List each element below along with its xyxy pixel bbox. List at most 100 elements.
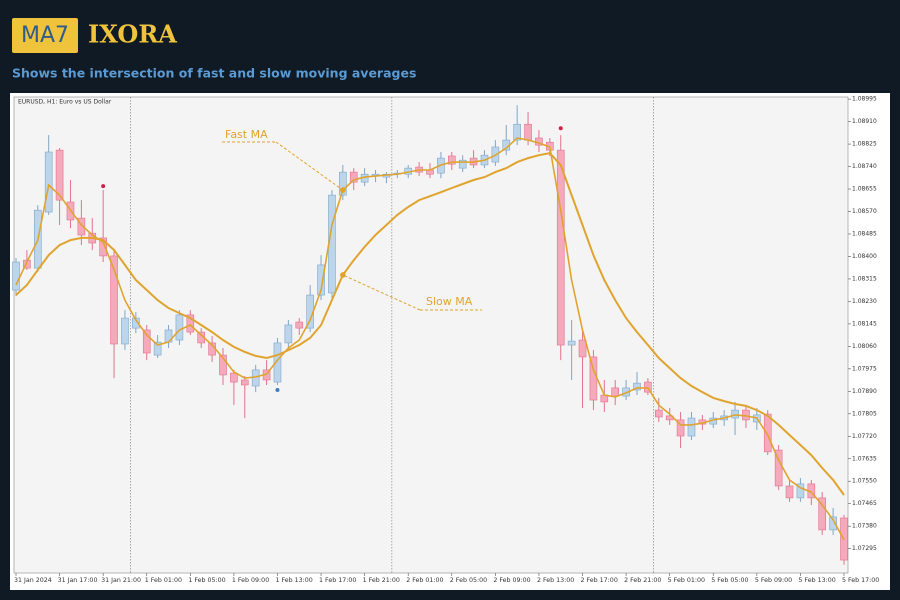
candle-body xyxy=(644,381,652,393)
candle-body xyxy=(731,409,739,419)
candle-body xyxy=(186,314,195,333)
x-tick-label: 2 Feb 09:00 xyxy=(493,577,530,584)
signal-marker xyxy=(101,184,106,189)
y-tick-label: 1.08570 xyxy=(852,208,877,215)
candle-body xyxy=(785,485,794,499)
signal-marker xyxy=(558,126,563,131)
x-tick-label: 5 Feb 13:00 xyxy=(798,577,835,584)
annotation-point xyxy=(340,187,346,193)
y-tick-label: 1.07635 xyxy=(852,455,877,462)
candle-body xyxy=(556,149,565,346)
y-tick-label: 1.07295 xyxy=(852,545,877,552)
ma-line xyxy=(15,137,845,541)
candle-body xyxy=(578,339,587,358)
y-tick-label: 1.08825 xyxy=(852,141,877,148)
candle-body xyxy=(513,123,521,141)
x-tick-label: 2 Feb 17:00 xyxy=(581,577,618,584)
candle-body xyxy=(349,171,358,183)
candle-body xyxy=(121,317,129,345)
x-tick-label: 5 Feb 01:00 xyxy=(668,577,705,584)
candle-body xyxy=(339,171,347,196)
plot-area xyxy=(13,96,849,574)
candle-body xyxy=(567,340,576,346)
candle-body xyxy=(633,382,641,391)
y-tick-label: 1.08145 xyxy=(852,320,877,327)
logo-badge: MA7 xyxy=(21,23,69,48)
y-tick-label: 1.08315 xyxy=(852,275,877,282)
annotation-label: Slow MA xyxy=(426,295,473,308)
candle-body xyxy=(132,317,140,329)
chart-title: EURUSD, H1: Euro vs US Dollar xyxy=(18,99,112,106)
logo-badge-box xyxy=(12,18,78,53)
x-tick-label: 31 Jan 21:00 xyxy=(101,577,141,584)
annotation-label: Fast MA xyxy=(225,128,268,141)
candle-body xyxy=(447,155,456,165)
y-tick-label: 1.08910 xyxy=(852,118,877,125)
candle-body xyxy=(829,516,837,531)
candle-body xyxy=(142,329,151,354)
y-tick-label: 1.08400 xyxy=(852,253,877,260)
candle-body xyxy=(611,387,620,397)
y-tick-label: 1.07975 xyxy=(852,365,877,372)
x-tick-label: 2 Feb 21:00 xyxy=(624,577,661,584)
x-tick-label: 31 Jan 2024 xyxy=(14,577,52,584)
annotation-point xyxy=(340,272,346,278)
candle-body xyxy=(219,354,227,376)
y-tick-label: 1.07890 xyxy=(852,388,877,395)
candle-body xyxy=(175,314,184,341)
y-tick-label: 1.07805 xyxy=(852,410,877,417)
y-tick-label: 1.08485 xyxy=(852,230,877,237)
y-tick-label: 1.08060 xyxy=(852,343,877,350)
candle-body xyxy=(796,483,805,499)
x-tick-label: 5 Feb 09:00 xyxy=(755,577,792,584)
x-tick-label: 2 Feb 13:00 xyxy=(537,577,574,584)
candle-body xyxy=(55,149,64,201)
candle-body xyxy=(654,409,663,418)
x-tick-label: 1 Feb 09:00 xyxy=(232,577,269,584)
x-tick-label: 1 Feb 17:00 xyxy=(319,577,356,584)
candle-body xyxy=(676,419,685,437)
candle-body xyxy=(153,341,162,356)
candle-body xyxy=(110,255,118,345)
candle-body xyxy=(240,379,249,386)
y-tick-label: 1.08995 xyxy=(852,96,877,103)
annotation-leader xyxy=(275,141,344,191)
candle-body xyxy=(273,342,282,383)
candle-body xyxy=(317,264,325,296)
signal-marker xyxy=(275,388,280,393)
plot: 1.08995 1.08910 1.08825 1.08740 1.08655 1.085… xyxy=(12,96,879,584)
y-tick-label: 1.07465 xyxy=(852,500,877,507)
candle-body xyxy=(818,497,827,531)
candle-body xyxy=(295,321,304,329)
candle-body xyxy=(458,159,467,169)
x-tick-label: 2 Feb 01:00 xyxy=(406,577,443,584)
x-tick-label: 1 Feb 01:00 xyxy=(145,577,182,584)
logo-name: IXORA xyxy=(88,20,177,49)
candle-body xyxy=(77,217,86,236)
candle-body xyxy=(99,237,107,257)
candle-body xyxy=(524,123,532,141)
y-tick-label: 1.08230 xyxy=(852,298,877,305)
candle-body xyxy=(12,261,20,291)
x-tick-label: 2 Feb 05:00 xyxy=(450,577,487,584)
annotation-leader xyxy=(342,274,421,311)
candle-body xyxy=(284,324,293,344)
x-tick-label: 5 Feb 05:00 xyxy=(711,577,748,584)
y-tick-label: 1.08740 xyxy=(852,163,877,170)
x-tick-label: 5 Feb 17:00 xyxy=(842,577,879,584)
candle-body xyxy=(763,413,772,453)
x-tick-label: 1 Feb 13:00 xyxy=(275,577,312,584)
x-tick-label: 31 Jan 17:00 xyxy=(58,577,98,584)
candle-body xyxy=(44,151,53,213)
y-tick-label: 1.07720 xyxy=(852,433,877,440)
ma-line xyxy=(15,152,845,496)
y-tick-label: 1.08655 xyxy=(852,186,877,193)
subtitle: Shows the intersection of fast and slow … xyxy=(12,66,416,81)
candle-body xyxy=(23,259,31,269)
x-tick-label: 1 Feb 21:00 xyxy=(363,577,400,584)
x-tick-label: 1 Feb 05:00 xyxy=(188,577,225,584)
candle-body xyxy=(687,417,696,437)
y-tick-label: 1.07380 xyxy=(852,523,877,530)
